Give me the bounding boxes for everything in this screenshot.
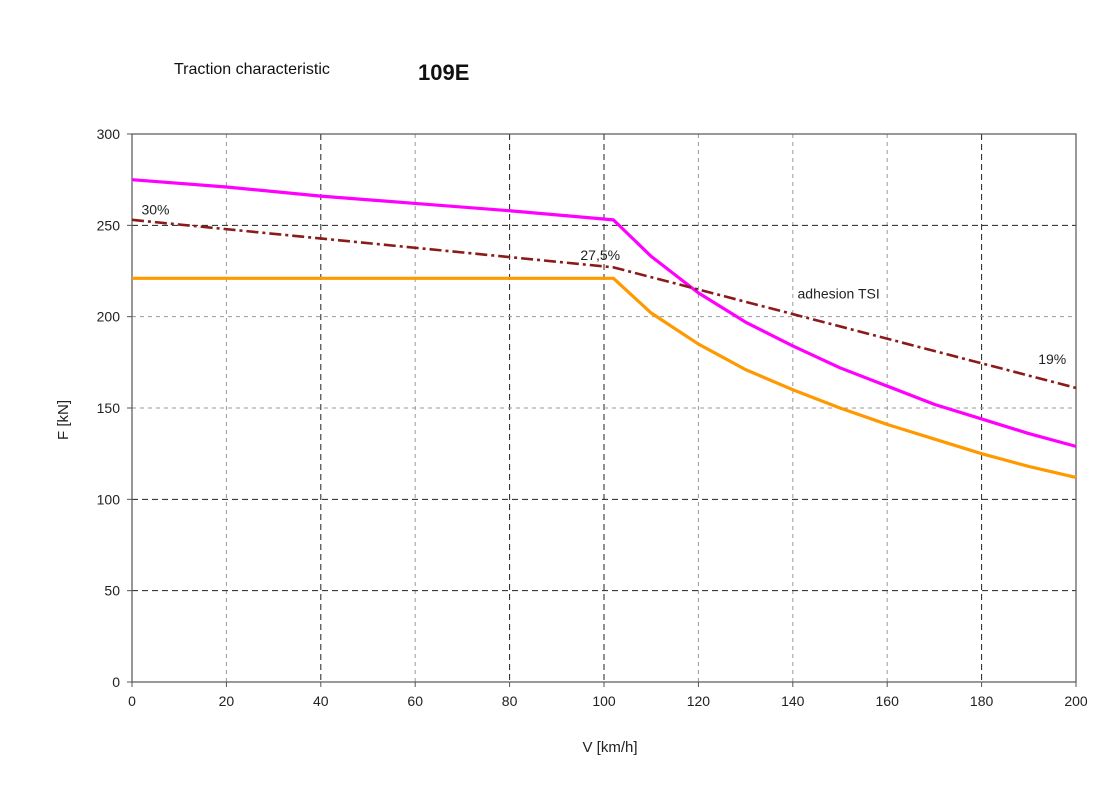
x-tick-label-60: 60	[407, 693, 423, 709]
y-tick-label-300: 300	[97, 126, 121, 142]
grid	[132, 134, 1076, 682]
x-tick-label-100: 100	[592, 693, 616, 709]
y-axis-label: F [kN]	[55, 400, 72, 440]
annotation-2: adhesion TSI	[798, 285, 880, 301]
annotation-0: 30%	[141, 201, 169, 217]
chart-subtitle: 109E	[418, 60, 469, 85]
series-group	[131, 178, 1077, 479]
series-line-0	[131, 178, 1077, 448]
x-tick-label-0: 0	[128, 693, 136, 709]
y-tick-label-50: 50	[104, 583, 120, 599]
x-tick-label-160: 160	[876, 693, 900, 709]
chart-title: Traction characteristic	[174, 61, 330, 78]
x-tick-label-120: 120	[687, 693, 711, 709]
annotation-3: 19%	[1038, 351, 1066, 367]
x-tick-label-140: 140	[781, 693, 805, 709]
x-tick-label-80: 80	[502, 693, 518, 709]
y-tick-label-150: 150	[97, 400, 121, 416]
y-tick-label-250: 250	[97, 217, 121, 233]
y-tick-label-0: 0	[112, 674, 120, 690]
annotations: 30% 27,5% adhesion TSI 19%	[141, 201, 1066, 367]
x-tick-label-180: 180	[970, 693, 994, 709]
x-tick-label-20: 20	[219, 693, 235, 709]
annotation-1: 27,5%	[580, 247, 620, 263]
x-tick-label-40: 40	[313, 693, 329, 709]
tick-labels: 0 20 40 60 80 100 120 140 160 180 200 0 50 100 150 200 2…	[97, 126, 1088, 709]
y-tick-label-100: 100	[97, 491, 121, 507]
x-axis-label: V [km/h]	[582, 739, 637, 756]
series-line-1	[132, 276, 1077, 479]
series-line-2	[131, 218, 1077, 390]
y-tick-label-200: 200	[97, 309, 121, 325]
x-tick-label-200: 200	[1064, 693, 1088, 709]
